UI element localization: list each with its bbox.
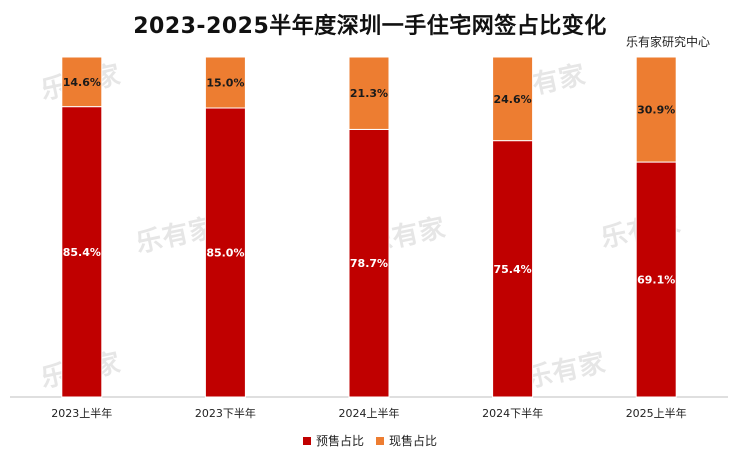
bar-spot-4 — [635, 56, 677, 163]
legend-label-presale: 预售占比 — [315, 434, 364, 448]
data-label-spot-0: 14.6% — [63, 76, 101, 89]
data-label-presale-4: 69.1% — [637, 274, 675, 287]
data-label-presale-3: 75.4% — [494, 263, 532, 276]
chart-title: 2023-2025半年度深圳一手住宅网签占比变化 — [133, 14, 607, 39]
data-label-presale-1: 85.0% — [206, 247, 244, 260]
bar-spot-0 — [61, 56, 103, 108]
x-tick-label-4: 2025上半年 — [626, 406, 687, 420]
data-label-presale-2: 78.7% — [350, 257, 388, 270]
bar-presale-0 — [61, 106, 103, 398]
bar-spot-2 — [348, 56, 390, 130]
legend-item-spot: 现售占比 — [376, 432, 437, 449]
data-label-spot-4: 30.9% — [637, 104, 675, 117]
bar-spot-3 — [492, 56, 534, 142]
bar-presale-1 — [204, 107, 246, 398]
data-label-spot-2: 21.3% — [350, 87, 388, 100]
legend-label-spot: 现售占比 — [389, 434, 438, 448]
x-tick-label-0: 2023上半年 — [51, 406, 112, 420]
data-label-presale-0: 85.4% — [63, 246, 101, 259]
x-tick-label-1: 2023下半年 — [195, 406, 256, 420]
data-label-spot-1: 15.0% — [206, 77, 244, 90]
data-label-spot-3: 24.6% — [494, 93, 532, 106]
legend-swatch-spot — [376, 436, 384, 445]
legend-item-presale: 预售占比 — [302, 432, 364, 449]
x-tick-label-3: 2024下半年 — [482, 406, 543, 420]
bar-spot-1 — [204, 56, 246, 109]
x-tick-label-2: 2024上半年 — [339, 406, 400, 420]
bar-presale-3 — [492, 140, 534, 398]
legend-swatch-presale — [302, 436, 311, 445]
source-label: 乐有家研究中心 — [625, 35, 710, 49]
bar-presale-4 — [635, 161, 677, 398]
bar-presale-2 — [348, 128, 390, 398]
legend: 预售占比 现售占比 — [0, 432, 740, 449]
